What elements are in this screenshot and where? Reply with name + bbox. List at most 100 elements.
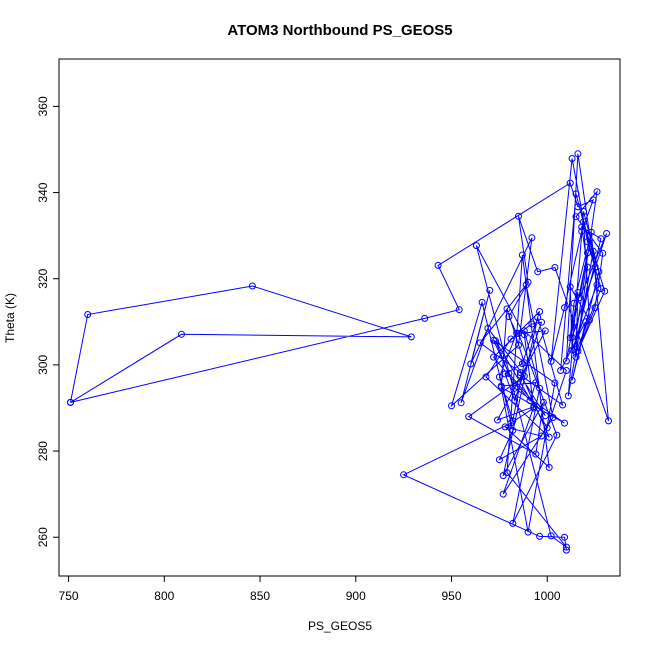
data-point [578, 223, 586, 231]
data-point [505, 370, 513, 377]
data-point [572, 353, 580, 361]
data-point [532, 379, 540, 387]
data-point [482, 373, 490, 381]
data-point [515, 212, 522, 220]
data-point [528, 234, 536, 242]
data-point [538, 432, 545, 440]
x-tick-label: 800 [154, 589, 174, 603]
y-axis: 260 280 300 320 340 360 [36, 96, 60, 547]
x-axis-label: PS_GEOS5 [308, 619, 372, 633]
data-point [516, 369, 524, 377]
data-point [543, 424, 551, 432]
data-point [574, 347, 582, 355]
data-point [564, 392, 572, 400]
data-point [501, 370, 509, 378]
data-point [505, 313, 513, 321]
x-tick-label: 900 [346, 589, 366, 603]
data-point [605, 417, 612, 425]
x-tick-label: 850 [250, 589, 270, 603]
data-point [421, 314, 429, 322]
data-point [526, 397, 534, 405]
data-point [520, 331, 528, 339]
data-point [513, 329, 521, 337]
data-point [559, 401, 567, 409]
data-point [597, 235, 605, 243]
series-layer [67, 150, 612, 554]
data-point [584, 238, 591, 246]
data-point [585, 316, 593, 324]
data-point [467, 360, 475, 368]
data-point [400, 471, 408, 479]
data-point [457, 399, 465, 407]
data-point [566, 283, 574, 291]
data-point [591, 304, 599, 312]
data-point [561, 533, 568, 541]
data-point [572, 213, 580, 221]
data-point [562, 546, 570, 554]
data-point [520, 372, 528, 380]
x-tick-label: 750 [59, 589, 79, 603]
data-point [503, 305, 511, 313]
data-point [434, 261, 442, 269]
data-point [511, 384, 519, 392]
data-point [534, 314, 542, 321]
data-point [536, 532, 544, 540]
data-point [528, 320, 536, 328]
data-point [499, 490, 507, 498]
data-point [536, 384, 544, 392]
chart-title: ATOM3 Northbound PS_GEOS5 [227, 22, 452, 39]
data-point [536, 308, 544, 315]
data-point [578, 227, 586, 235]
data-point [490, 353, 498, 361]
data-point [524, 528, 532, 536]
data-point [494, 416, 501, 424]
data-point [534, 268, 542, 276]
series-line [70, 153, 609, 551]
data-point [574, 150, 582, 158]
data-point [476, 339, 484, 347]
data-point [497, 383, 505, 391]
data-point [178, 330, 185, 338]
y-tick-label: 320 [36, 268, 50, 288]
data-point [566, 179, 574, 187]
data-point [455, 306, 463, 314]
data-point [545, 463, 553, 471]
data-point [591, 263, 599, 271]
data-point [407, 333, 415, 341]
data-point [84, 311, 92, 318]
plot-area-frame [58, 58, 621, 577]
data-point [516, 371, 524, 379]
data-point [541, 327, 549, 335]
data-point [547, 532, 555, 540]
data-point [599, 249, 607, 257]
data-point [518, 251, 526, 259]
data-point [574, 289, 582, 296]
data-point [570, 345, 578, 353]
y-tick-label: 360 [36, 96, 50, 116]
data-point [515, 341, 522, 349]
data-point [478, 298, 486, 306]
data-point [562, 543, 570, 551]
data-point [595, 268, 603, 276]
data-point [551, 264, 559, 271]
data-point [580, 208, 588, 215]
data-point [486, 286, 494, 294]
data-point [538, 318, 545, 326]
data-point [484, 324, 492, 332]
y-axis-label: Theta (K) [3, 293, 17, 343]
data-point [562, 367, 570, 374]
data-point [570, 299, 578, 307]
data-point [530, 404, 538, 412]
data-point [562, 357, 570, 365]
data-point [584, 263, 591, 271]
data-point [503, 469, 511, 477]
data-point [532, 450, 540, 458]
data-point [520, 327, 528, 335]
data-point [472, 242, 480, 250]
data-point [574, 203, 582, 211]
data-point [561, 304, 568, 312]
data-point [509, 417, 517, 425]
data-point [566, 334, 574, 342]
data-point [545, 433, 553, 441]
